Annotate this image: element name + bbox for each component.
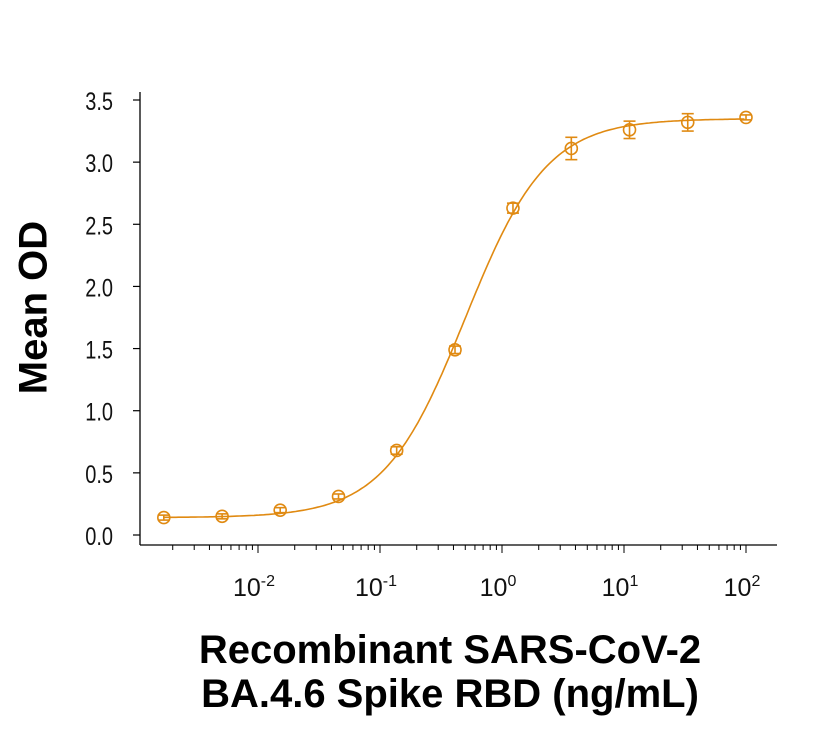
point-marker <box>389 443 404 458</box>
x-axis-label: Recombinant SARS-CoV-2 BA.4.6 Spike RBD … <box>100 628 800 716</box>
data-point <box>506 201 520 215</box>
point-marker <box>680 115 695 130</box>
x-axis-label-line2: BA.4.6 Spike RBD (ng/mL) <box>201 672 699 716</box>
y-tick-label: 3.0 <box>85 150 113 178</box>
data-point <box>564 136 579 161</box>
x-tick-label: 101 <box>602 573 639 602</box>
y-tick-label: 2.0 <box>85 274 113 302</box>
data-point <box>622 120 637 140</box>
y-tick-label: 0.0 <box>85 523 113 551</box>
x-tick-label: 10-1 <box>355 573 397 602</box>
point-marker <box>622 123 637 137</box>
point-marker <box>564 141 579 156</box>
x-axis-label-line1: Recombinant SARS-CoV-2 <box>198 628 702 672</box>
y-tick-label: 1.0 <box>85 399 113 427</box>
point-marker <box>273 503 287 517</box>
x-tick-label: 10-2 <box>233 573 275 602</box>
data-point <box>389 443 404 458</box>
y-axis-label: Mean OD <box>11 220 56 395</box>
data-point <box>739 110 753 125</box>
data-point <box>448 343 462 357</box>
data-point <box>157 510 171 525</box>
point-marker <box>157 510 171 525</box>
x-tick-label: 100 <box>480 573 517 602</box>
point-marker <box>506 201 520 215</box>
data-point <box>331 489 346 504</box>
data-point <box>273 503 287 517</box>
x-tick-label: 102 <box>724 573 761 602</box>
y-tick-label: 1.5 <box>85 336 113 364</box>
y-tick-label: 0.5 <box>85 461 113 489</box>
point-marker <box>448 343 462 357</box>
point-marker <box>215 509 229 524</box>
y-tick-label: 2.5 <box>85 212 113 240</box>
point-marker <box>739 110 753 125</box>
fit-curve <box>163 118 745 519</box>
y-tick-label: 3.5 <box>85 88 113 116</box>
data-point <box>680 112 695 132</box>
data-point <box>215 509 229 524</box>
point-marker <box>331 489 346 504</box>
